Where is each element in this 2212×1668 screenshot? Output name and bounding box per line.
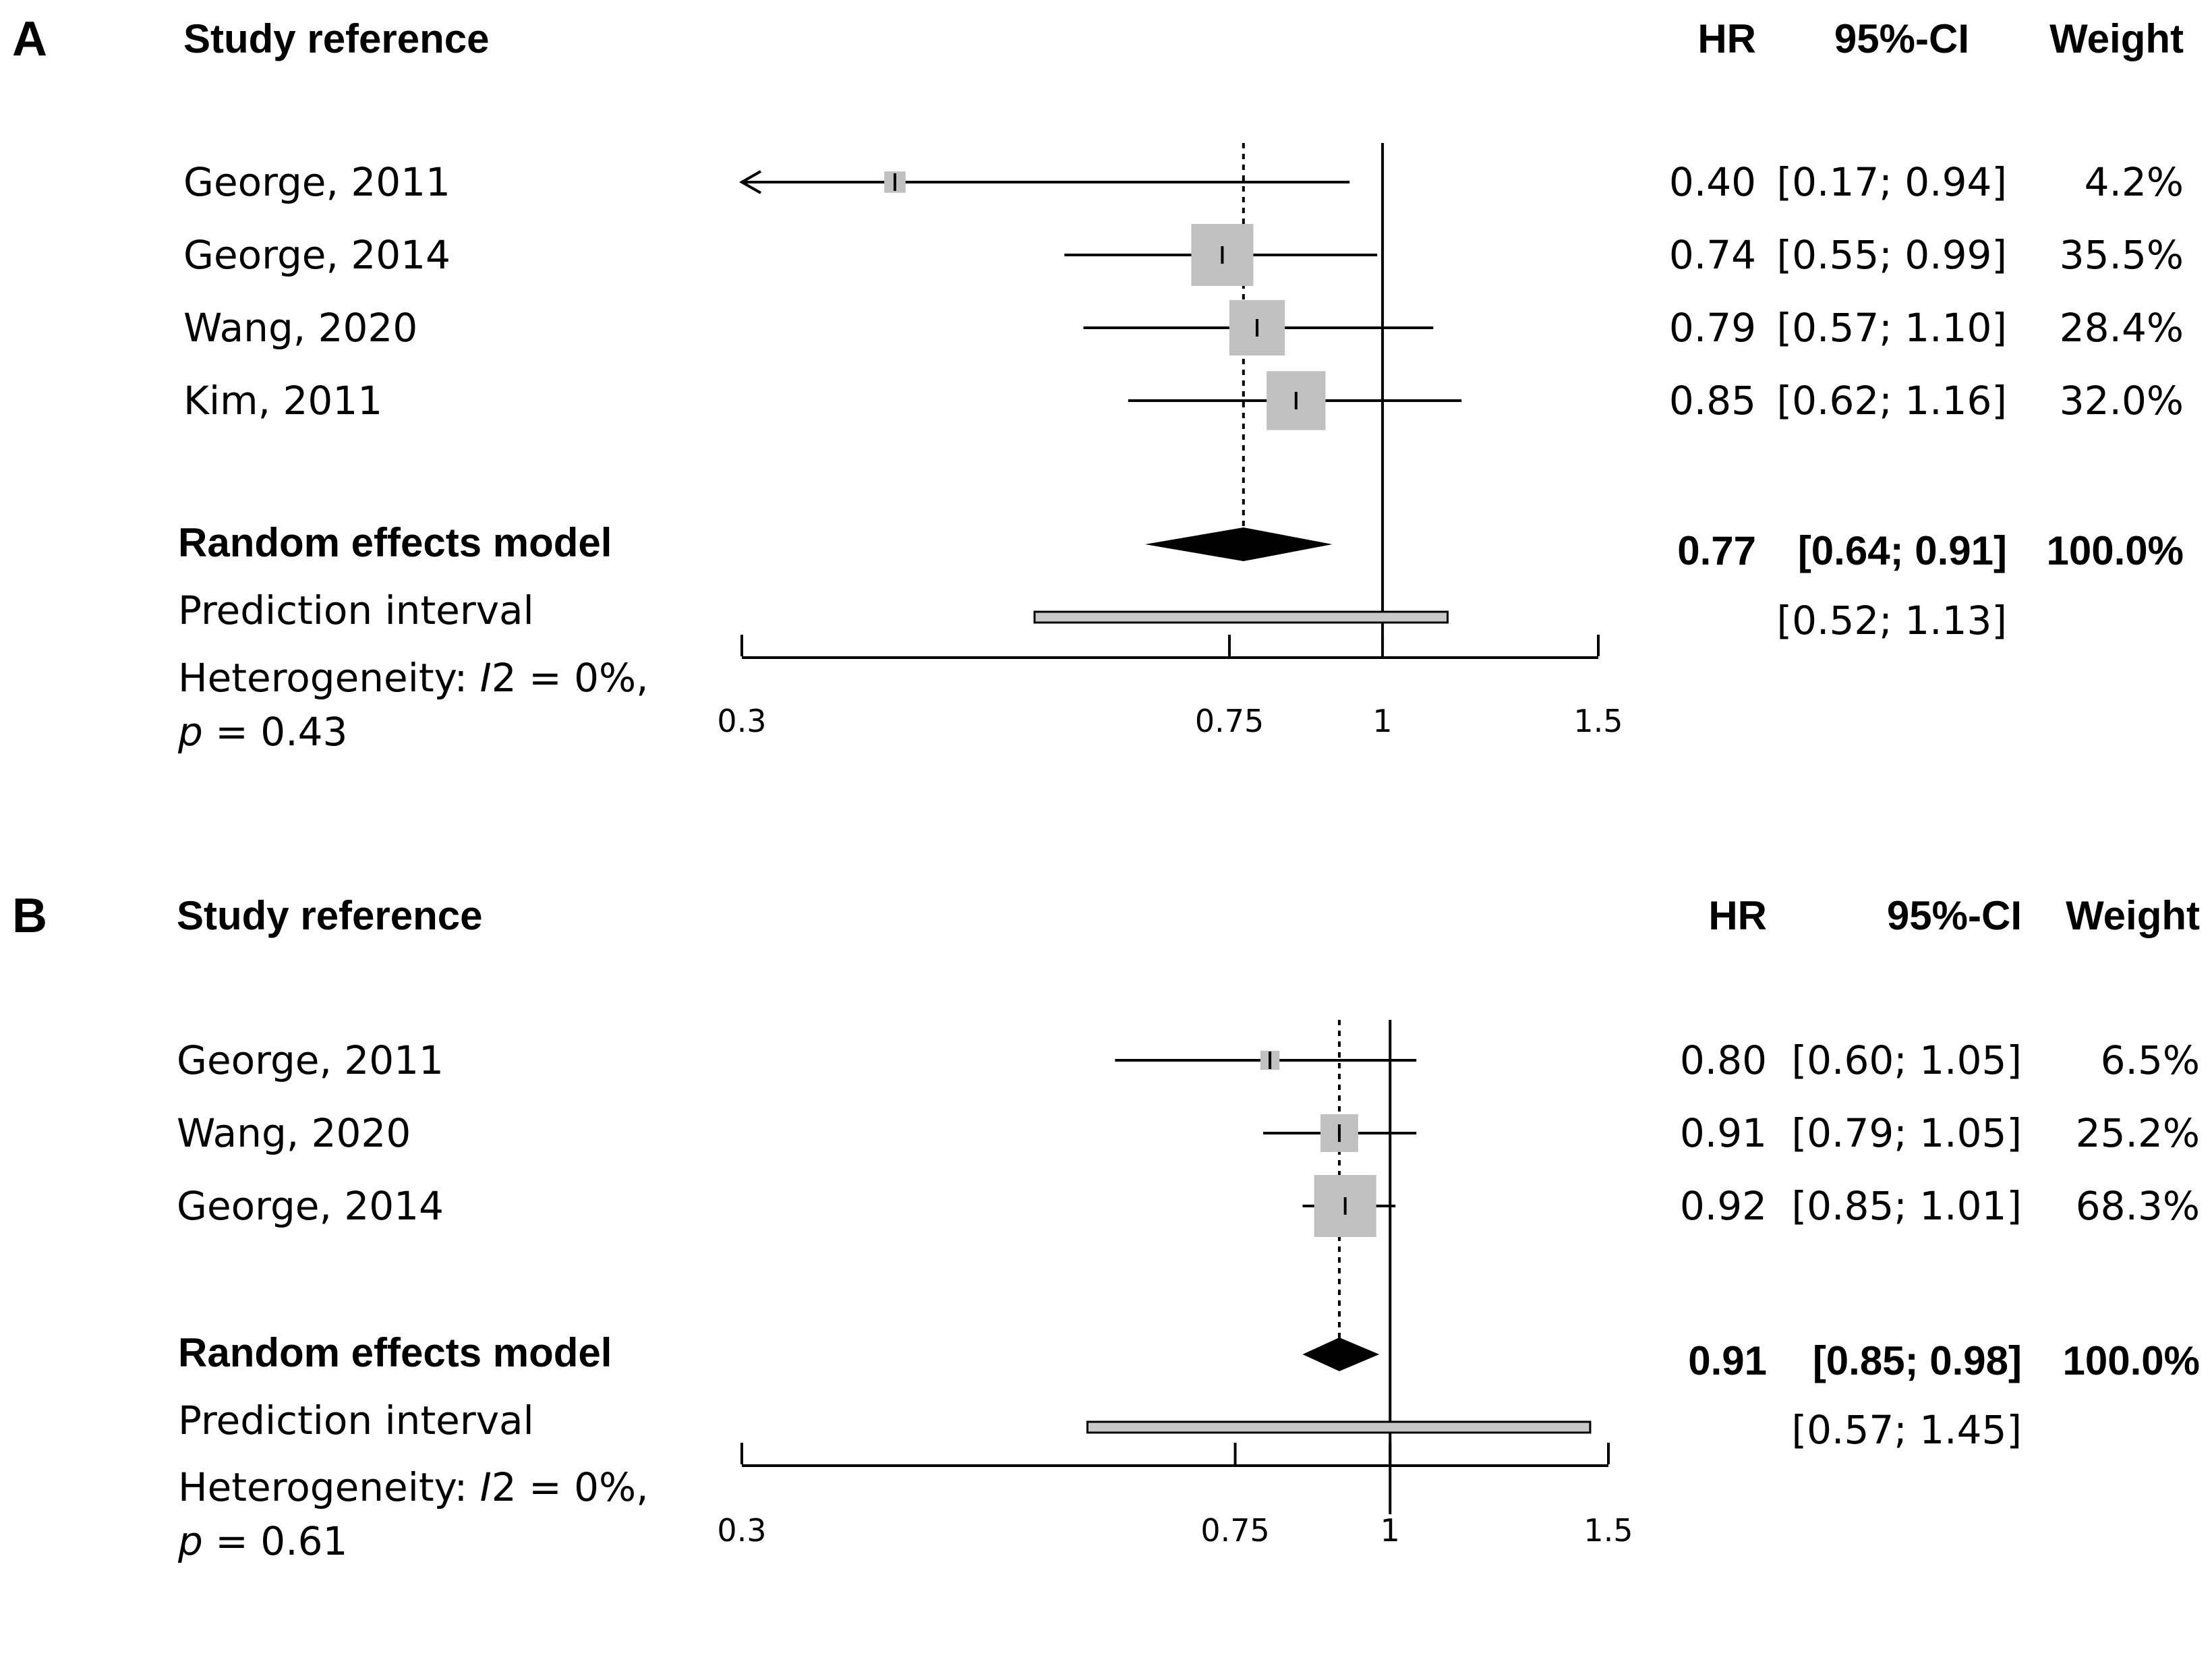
weight-value: 68.3%: [2076, 1183, 2200, 1229]
forest-plot-b-canvas: B Study reference HR 95%-CI Weight Georg…: [12, 889, 2201, 1564]
pooled-hr-value: 0.77: [1677, 528, 1756, 573]
ci-value: [0.57; 1.10]: [1776, 305, 2007, 351]
hr-value: 0.85: [1669, 378, 1756, 424]
heterogeneity-i2-text: Heterogeneity: I2 = 0%,: [178, 1464, 649, 1510]
p-value: = 0.61: [203, 1518, 348, 1564]
prediction-interval-bar: [1086, 1420, 1592, 1434]
prediction-interval-label: Prediction interval: [178, 1398, 534, 1443]
ci-arrow: [738, 170, 761, 194]
ci-value: [0.79; 1.05]: [1791, 1110, 2022, 1156]
hr-value: 0.91: [1680, 1110, 1767, 1156]
x-axis-tick-label: 0.75: [1195, 703, 1264, 739]
hr-value: 0.74: [1669, 232, 1756, 278]
pooled-hr-value: 0.91: [1688, 1338, 1767, 1383]
ci-value: [0.62; 1.16]: [1776, 378, 2007, 424]
hr-header: HR: [1697, 16, 1756, 61]
ci-header: 95%-CI: [1887, 893, 2022, 938]
ci-value: [0.17; 0.94]: [1776, 159, 2007, 205]
heterogeneity-prefix: Heterogeneity:: [178, 655, 480, 701]
study-label: George, 2014: [177, 1183, 444, 1229]
random-effects-label: Random effects model: [178, 1330, 612, 1375]
x-axis-tick-label: 1.5: [1573, 703, 1623, 739]
forest-plot-a-canvas: A Study reference HR 95%-CI Weight Georg…: [12, 12, 2184, 755]
ci-value: [0.85; 1.01]: [1791, 1183, 2022, 1229]
i2-symbol: I: [480, 655, 492, 701]
heterogeneity-p-text: p = 0.61: [177, 1518, 347, 1564]
study-reference-header: Study reference: [177, 893, 483, 938]
random-effects-label: Random effects model: [178, 520, 612, 565]
i2-symbol: I: [480, 1464, 492, 1510]
i2-value: 2 = 0%,: [492, 655, 649, 701]
heterogeneity-prefix: Heterogeneity:: [178, 1464, 480, 1510]
ci-value: [0.55; 0.99]: [1776, 232, 2007, 278]
weight-header: Weight: [2066, 893, 2200, 938]
i2-value: 2 = 0%,: [492, 1464, 649, 1510]
weight-value: 6.5%: [2101, 1037, 2200, 1083]
hr-header: HR: [1708, 893, 1767, 938]
heterogeneity-p-text: p = 0.43: [177, 709, 347, 755]
p-symbol: p: [177, 709, 203, 755]
prediction-interval-label: Prediction interval: [178, 587, 534, 633]
panel-label: B: [12, 889, 47, 943]
p-value: = 0.43: [203, 709, 348, 755]
p-symbol: p: [177, 1518, 203, 1564]
pooled-ci-value: [0.85; 0.98]: [1813, 1338, 2022, 1383]
prediction-ci-value: [0.52; 1.13]: [1776, 598, 2007, 643]
x-axis-tick-label: 1.5: [1583, 1512, 1633, 1549]
study-label: George, 2011: [177, 1037, 444, 1083]
hr-value: 0.92: [1680, 1183, 1767, 1229]
weight-value: 35.5%: [2060, 232, 2184, 278]
heterogeneity-i2-text: Heterogeneity: I2 = 0%,: [178, 655, 649, 701]
pooled-diamond: [1302, 1338, 1380, 1371]
x-axis-tick-label: 0.3: [717, 1512, 766, 1549]
panel-label: A: [12, 12, 47, 66]
study-label: George, 2014: [183, 232, 450, 278]
x-axis-tick-label: 1: [1372, 703, 1392, 739]
study-label: Kim, 2011: [183, 378, 382, 424]
forest-plot-a: A Study reference HR 95%-CI Weight Georg…: [0, 0, 2212, 788]
prediction-interval-bar: [1033, 610, 1449, 624]
weight-value: 25.2%: [2076, 1110, 2200, 1156]
weight-value: 28.4%: [2060, 305, 2184, 351]
x-axis-tick-label: 1: [1380, 1512, 1400, 1549]
study-label: Wang, 2020: [177, 1110, 411, 1156]
study-reference-header: Study reference: [183, 16, 490, 61]
weight-value: 32.0%: [2060, 378, 2184, 424]
weight-value: 4.2%: [2085, 159, 2184, 205]
x-axis-tick-label: 0.3: [717, 703, 766, 739]
forest-plot-b: B Study reference HR 95%-CI Weight Georg…: [0, 877, 2212, 1665]
study-label: George, 2011: [183, 159, 450, 205]
pooled-ci-value: [0.64; 0.91]: [1798, 528, 2007, 573]
hr-value: 0.79: [1669, 305, 1756, 351]
ci-header: 95%-CI: [1834, 16, 1969, 61]
weight-header: Weight: [2049, 16, 2184, 61]
hr-value: 0.40: [1669, 159, 1756, 205]
ci-value: [0.60; 1.05]: [1791, 1037, 2022, 1083]
pooled-weight-value: 100.0%: [2047, 528, 2184, 573]
prediction-ci-value: [0.57; 1.45]: [1791, 1407, 2022, 1453]
pooled-weight-value: 100.0%: [2063, 1338, 2201, 1383]
hr-value: 0.80: [1680, 1037, 1767, 1083]
study-label: Wang, 2020: [183, 305, 417, 351]
pooled-diamond: [1144, 527, 1333, 561]
x-axis-tick-label: 0.75: [1200, 1512, 1269, 1549]
